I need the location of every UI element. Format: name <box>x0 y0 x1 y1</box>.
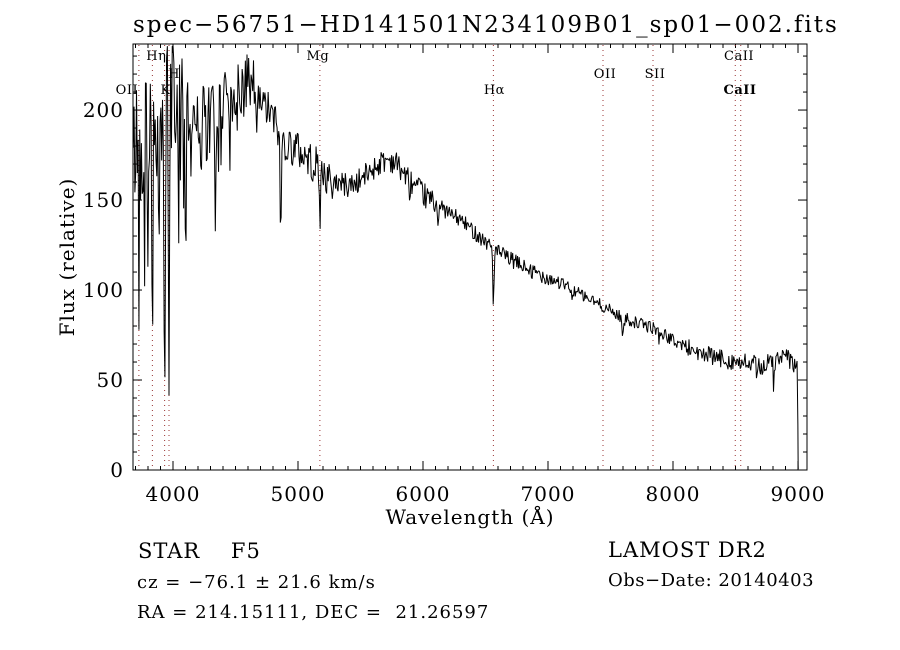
radial-velocity-text: cz = −76.1 ± 21.6 km/s <box>137 572 376 593</box>
survey-text: LAMOST DR2 <box>608 538 767 562</box>
x-axis-title: Wavelength (Å) <box>385 505 555 529</box>
plot-title: spec−56751−HD141501N234109B01_sp01−002.f… <box>133 12 839 38</box>
coordinates-text: RA = 214.15111, DEC = 21.26597 <box>137 602 490 623</box>
obs-date-text: Obs−Date: 20140403 <box>608 570 815 591</box>
y-axis-title: Flux (relative) <box>55 177 79 337</box>
classification-text: STAR F5 <box>138 539 261 563</box>
